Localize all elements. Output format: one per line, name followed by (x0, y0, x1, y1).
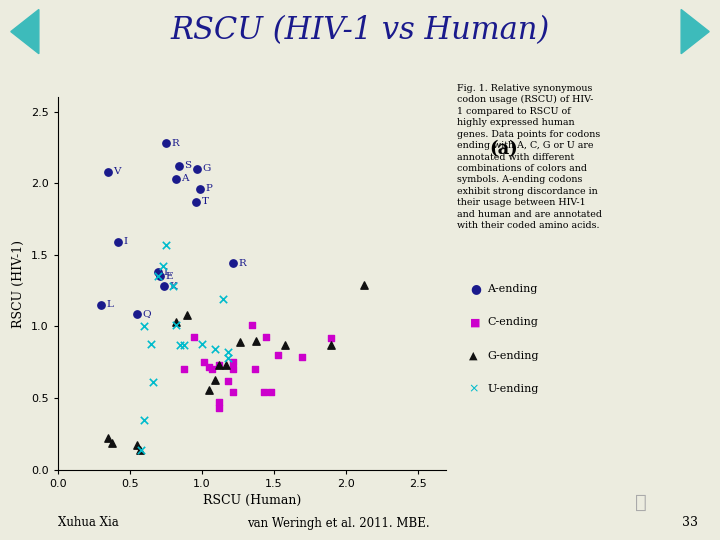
Text: A: A (181, 174, 189, 184)
Text: 33: 33 (683, 516, 698, 530)
Text: Q: Q (143, 309, 151, 318)
Point (213, 361, 225, 369)
Point (174, 341, 186, 349)
Point (246, 321, 258, 329)
Point (158, 282, 170, 291)
Point (170, 321, 181, 329)
Text: Xuhua Xia: Xuhua Xia (58, 516, 118, 530)
Point (170, 174, 181, 183)
Point (228, 388, 239, 397)
Point (190, 198, 202, 206)
Text: R: R (171, 139, 179, 147)
Point (217, 295, 229, 303)
Point (160, 240, 171, 249)
Text: G-ending: G-ending (487, 351, 539, 361)
Text: V: V (114, 167, 121, 176)
Point (102, 434, 114, 443)
Point (325, 334, 337, 342)
Polygon shape (681, 10, 709, 53)
Point (170, 318, 181, 327)
Text: K: K (170, 282, 177, 291)
Polygon shape (11, 10, 39, 53)
Text: U-ending: U-ending (487, 384, 539, 394)
Point (112, 238, 124, 246)
Point (196, 339, 207, 348)
Point (199, 358, 210, 367)
Text: I: I (124, 238, 127, 246)
Text: G: G (203, 164, 211, 173)
Point (153, 272, 164, 281)
Point (157, 262, 168, 271)
Point (145, 339, 157, 348)
Point (107, 438, 118, 447)
Point (138, 322, 150, 331)
Point (173, 161, 184, 170)
Point (203, 385, 215, 394)
Point (222, 376, 233, 385)
Text: E: E (166, 272, 173, 281)
Point (181, 310, 193, 319)
Point (203, 362, 215, 371)
Point (228, 365, 239, 374)
Text: ×: × (469, 383, 480, 396)
Point (154, 272, 166, 281)
Text: T: T (202, 197, 208, 206)
Point (249, 365, 261, 374)
Text: A-ending: A-ending (487, 284, 538, 294)
Point (194, 185, 206, 193)
Point (228, 259, 239, 268)
Text: R: R (239, 259, 246, 268)
Point (251, 336, 262, 345)
Text: ●: ● (470, 282, 481, 295)
Text: P: P (206, 185, 212, 193)
Text: C-ending: C-ending (487, 318, 539, 327)
Point (213, 404, 225, 413)
Point (189, 332, 200, 341)
Point (213, 361, 225, 369)
Text: (a): (a) (490, 140, 518, 158)
Point (222, 354, 233, 362)
Text: L: L (107, 300, 113, 309)
Point (235, 338, 246, 347)
Text: ■: ■ (470, 318, 481, 327)
Text: 🔊: 🔊 (635, 492, 647, 512)
Text: Fig. 1. Relative synonymous
codon usage (RSCU) of HIV-
1 compared to RSCU of
hig: Fig. 1. Relative synonymous codon usage … (457, 84, 602, 230)
Point (131, 441, 143, 450)
Text: L: L (164, 267, 171, 276)
Point (228, 358, 239, 367)
Point (102, 167, 114, 176)
Point (135, 446, 147, 454)
Point (359, 281, 370, 289)
Point (279, 341, 291, 349)
Point (265, 388, 276, 397)
Point (160, 139, 171, 147)
Point (192, 165, 203, 173)
Point (206, 365, 217, 374)
Point (131, 309, 143, 318)
Point (179, 365, 190, 374)
Point (167, 282, 179, 291)
Point (220, 361, 232, 369)
Point (153, 268, 164, 276)
Point (297, 352, 308, 361)
Text: ▲: ▲ (469, 351, 477, 361)
Point (258, 388, 269, 397)
Y-axis label: RSCU (HIV-1): RSCU (HIV-1) (12, 240, 25, 327)
Point (209, 345, 220, 354)
X-axis label: RSCU (Human): RSCU (Human) (203, 495, 301, 508)
Point (272, 351, 284, 360)
Point (179, 341, 190, 349)
Point (138, 415, 150, 424)
Point (213, 398, 225, 407)
Text: S: S (184, 161, 192, 171)
Point (222, 348, 233, 356)
Text: RSCU (HIV-1 vs Human): RSCU (HIV-1 vs Human) (171, 15, 549, 46)
Text: van Weringh et al. 2011. MBE.: van Weringh et al. 2011. MBE. (247, 516, 430, 530)
Point (209, 375, 220, 384)
Point (95, 301, 107, 309)
Point (325, 341, 337, 349)
Point (147, 378, 158, 387)
Point (261, 332, 272, 341)
Point (134, 446, 145, 454)
